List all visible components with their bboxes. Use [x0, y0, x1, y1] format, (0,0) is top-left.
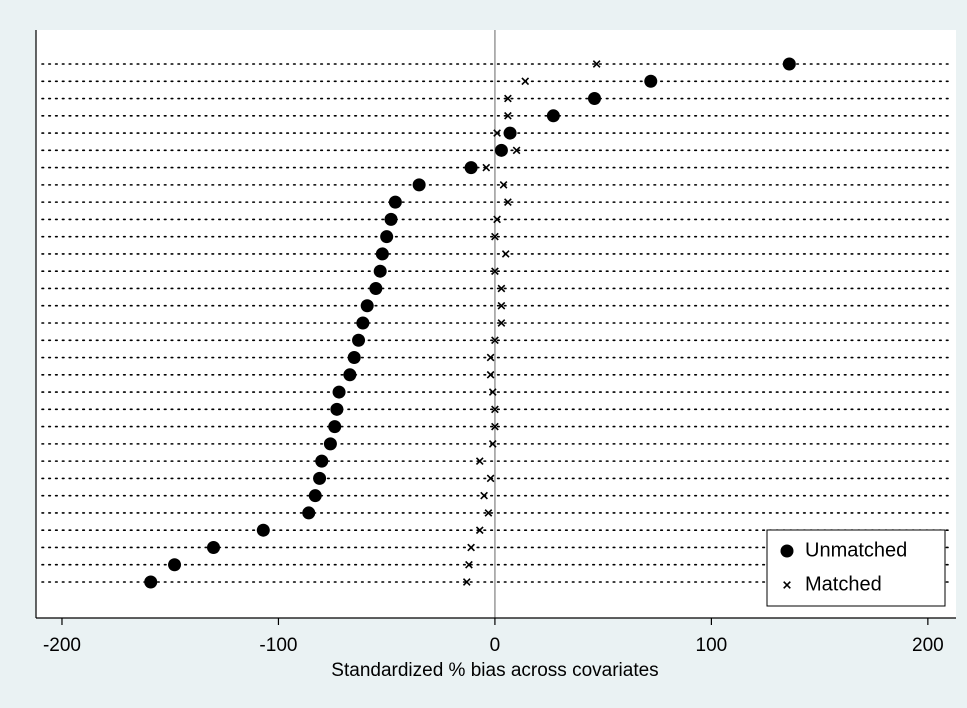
cross [493, 215, 501, 224]
cross [465, 560, 473, 569]
x-tick-label: -100 [259, 635, 297, 656]
cross [480, 491, 488, 500]
dot [412, 178, 426, 192]
cross [482, 163, 491, 172]
dot [315, 454, 329, 468]
dot [256, 523, 270, 537]
dot [780, 544, 794, 558]
cross [486, 353, 495, 362]
dot [356, 316, 370, 330]
cross [486, 474, 495, 483]
cross [497, 319, 506, 327]
cross [475, 457, 484, 465]
cross [783, 581, 791, 589]
dot [503, 126, 517, 140]
dot [302, 506, 316, 520]
cross [504, 94, 512, 103]
dot [323, 437, 337, 451]
dot [375, 247, 389, 261]
dot [373, 264, 387, 278]
x-axis-label: Standardized % bias across covariates [331, 660, 658, 681]
dot [352, 333, 366, 347]
dot [494, 143, 508, 157]
cross [497, 301, 506, 310]
cross [493, 129, 501, 137]
x-tick-label: 100 [696, 635, 728, 656]
dot [347, 351, 361, 365]
dot [384, 212, 398, 226]
dot [332, 385, 346, 399]
x-tick-label: 0 [490, 635, 501, 656]
cross [484, 509, 493, 517]
cross [491, 267, 499, 276]
cross [475, 526, 484, 535]
cross [592, 60, 601, 68]
dot [207, 540, 221, 554]
dot [546, 109, 560, 123]
plot-area [36, 30, 956, 618]
dot [168, 558, 182, 572]
dot [308, 489, 322, 503]
cross [491, 405, 499, 414]
cross [501, 250, 510, 258]
dot [782, 57, 796, 71]
x-tick-label: 200 [912, 635, 944, 656]
cross [491, 232, 499, 241]
dot [587, 92, 601, 106]
dot [360, 299, 374, 313]
cross [512, 146, 521, 155]
cross [491, 336, 499, 345]
dot [144, 575, 158, 589]
cross [488, 388, 497, 396]
x-tick-label: -200 [43, 635, 81, 656]
legend-box [766, 529, 946, 607]
cross [504, 198, 512, 206]
legend-label: Unmatched [805, 539, 907, 561]
dot [343, 368, 357, 382]
dot [388, 195, 402, 209]
dot [328, 420, 342, 434]
dot [369, 281, 383, 295]
legend-label: Matched [805, 573, 882, 595]
cross [467, 543, 475, 552]
cross [499, 181, 508, 189]
cross [504, 111, 512, 120]
cross [488, 440, 497, 448]
dot [313, 471, 327, 485]
dot [644, 74, 658, 88]
cross [497, 284, 506, 293]
cross [521, 77, 530, 86]
dot [464, 161, 478, 175]
dot [380, 230, 394, 244]
cross [486, 370, 495, 379]
cross [491, 422, 499, 431]
cross [462, 578, 471, 586]
dot [330, 402, 344, 416]
